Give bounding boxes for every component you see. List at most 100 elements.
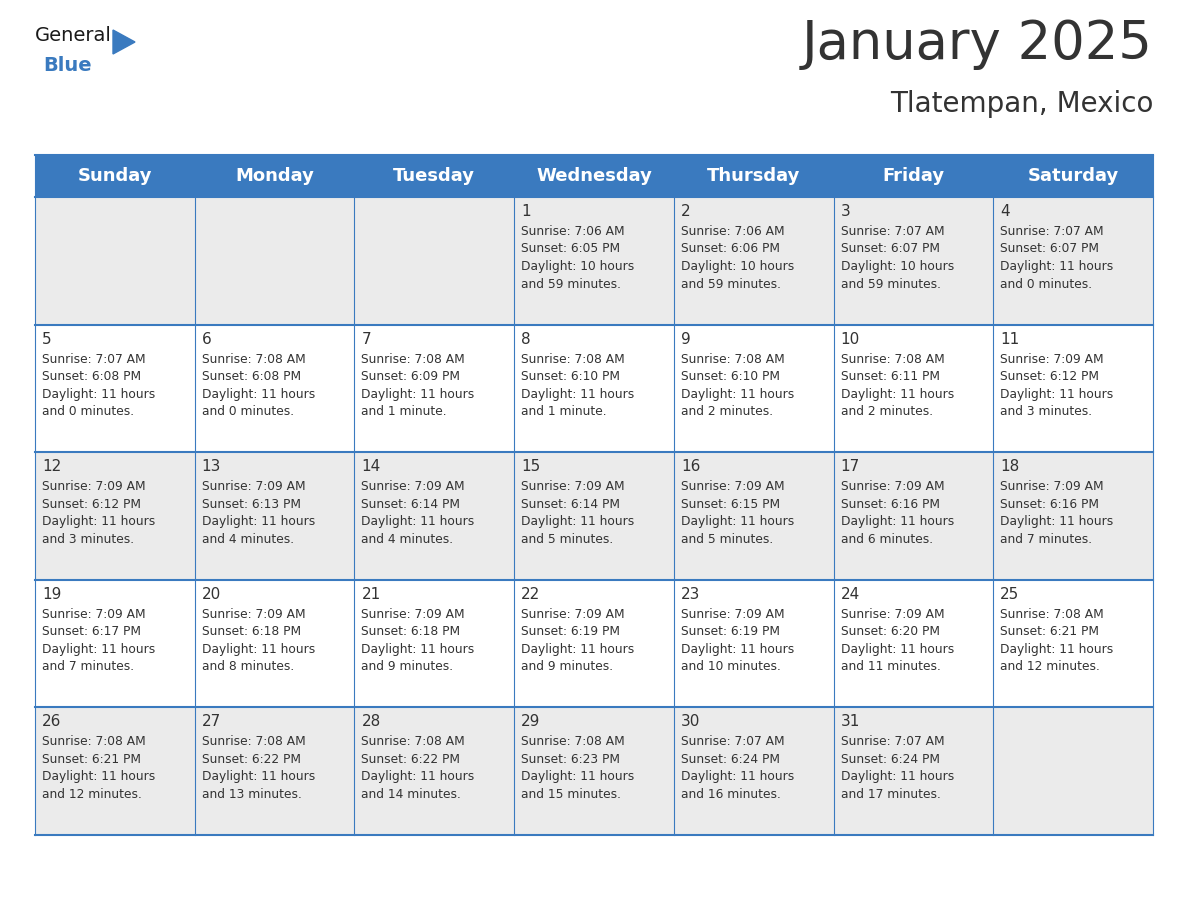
- Text: 29: 29: [522, 714, 541, 730]
- Text: 2: 2: [681, 204, 690, 219]
- Polygon shape: [113, 30, 135, 54]
- Text: 6: 6: [202, 331, 211, 347]
- Text: 25: 25: [1000, 587, 1019, 602]
- Bar: [514, 453, 674, 580]
- Text: Sunrise: 7:09 AM
Sunset: 6:17 PM
Daylight: 11 hours
and 7 minutes.: Sunrise: 7:09 AM Sunset: 6:17 PM Dayligh…: [42, 608, 156, 673]
- Text: Sunrise: 7:09 AM
Sunset: 6:13 PM
Daylight: 11 hours
and 4 minutes.: Sunrise: 7:09 AM Sunset: 6:13 PM Dayligh…: [202, 480, 315, 545]
- Bar: [34, 708, 195, 835]
- Text: 19: 19: [42, 587, 62, 602]
- Text: Sunrise: 7:06 AM
Sunset: 6:05 PM
Daylight: 10 hours
and 59 minutes.: Sunrise: 7:06 AM Sunset: 6:05 PM Dayligh…: [522, 225, 634, 290]
- Bar: [34, 155, 195, 197]
- Text: Sunrise: 7:08 AM
Sunset: 6:10 PM
Daylight: 11 hours
and 2 minutes.: Sunrise: 7:08 AM Sunset: 6:10 PM Dayligh…: [681, 353, 794, 418]
- Text: 24: 24: [841, 587, 860, 602]
- Bar: [834, 197, 993, 325]
- Bar: [195, 155, 354, 197]
- Bar: [514, 155, 674, 197]
- Text: Sunrise: 7:09 AM
Sunset: 6:14 PM
Daylight: 11 hours
and 4 minutes.: Sunrise: 7:09 AM Sunset: 6:14 PM Dayligh…: [361, 480, 475, 545]
- Text: 28: 28: [361, 714, 380, 730]
- Text: 20: 20: [202, 587, 221, 602]
- Text: 22: 22: [522, 587, 541, 602]
- Text: General: General: [34, 26, 112, 45]
- Bar: [514, 580, 674, 708]
- Bar: [993, 197, 1154, 325]
- Text: Sunrise: 7:09 AM
Sunset: 6:18 PM
Daylight: 11 hours
and 8 minutes.: Sunrise: 7:09 AM Sunset: 6:18 PM Dayligh…: [202, 608, 315, 673]
- Bar: [514, 708, 674, 835]
- Text: Sunrise: 7:07 AM
Sunset: 6:24 PM
Daylight: 11 hours
and 17 minutes.: Sunrise: 7:07 AM Sunset: 6:24 PM Dayligh…: [841, 735, 954, 800]
- Bar: [674, 325, 834, 453]
- Bar: [195, 580, 354, 708]
- Bar: [674, 580, 834, 708]
- Bar: [354, 580, 514, 708]
- Text: Sunrise: 7:08 AM
Sunset: 6:22 PM
Daylight: 11 hours
and 13 minutes.: Sunrise: 7:08 AM Sunset: 6:22 PM Dayligh…: [202, 735, 315, 800]
- Text: 26: 26: [42, 714, 62, 730]
- Bar: [354, 708, 514, 835]
- Text: Saturday: Saturday: [1028, 167, 1119, 185]
- Text: 10: 10: [841, 331, 860, 347]
- Bar: [674, 453, 834, 580]
- Bar: [834, 453, 993, 580]
- Bar: [993, 708, 1154, 835]
- Text: Sunrise: 7:08 AM
Sunset: 6:21 PM
Daylight: 11 hours
and 12 minutes.: Sunrise: 7:08 AM Sunset: 6:21 PM Dayligh…: [42, 735, 156, 800]
- Text: Tlatempan, Mexico: Tlatempan, Mexico: [890, 90, 1154, 118]
- Text: Blue: Blue: [43, 56, 91, 75]
- Text: Sunrise: 7:08 AM
Sunset: 6:11 PM
Daylight: 11 hours
and 2 minutes.: Sunrise: 7:08 AM Sunset: 6:11 PM Dayligh…: [841, 353, 954, 418]
- Bar: [34, 580, 195, 708]
- Text: Sunrise: 7:09 AM
Sunset: 6:19 PM
Daylight: 11 hours
and 10 minutes.: Sunrise: 7:09 AM Sunset: 6:19 PM Dayligh…: [681, 608, 794, 673]
- Text: Sunrise: 7:07 AM
Sunset: 6:24 PM
Daylight: 11 hours
and 16 minutes.: Sunrise: 7:07 AM Sunset: 6:24 PM Dayligh…: [681, 735, 794, 800]
- Bar: [34, 197, 195, 325]
- Bar: [354, 197, 514, 325]
- Text: Sunrise: 7:09 AM
Sunset: 6:14 PM
Daylight: 11 hours
and 5 minutes.: Sunrise: 7:09 AM Sunset: 6:14 PM Dayligh…: [522, 480, 634, 545]
- Text: January 2025: January 2025: [802, 18, 1154, 70]
- Text: Sunrise: 7:09 AM
Sunset: 6:15 PM
Daylight: 11 hours
and 5 minutes.: Sunrise: 7:09 AM Sunset: 6:15 PM Dayligh…: [681, 480, 794, 545]
- Text: 23: 23: [681, 587, 700, 602]
- Text: 8: 8: [522, 331, 531, 347]
- Text: 13: 13: [202, 459, 221, 475]
- Text: Sunrise: 7:08 AM
Sunset: 6:21 PM
Daylight: 11 hours
and 12 minutes.: Sunrise: 7:08 AM Sunset: 6:21 PM Dayligh…: [1000, 608, 1113, 673]
- Text: 3: 3: [841, 204, 851, 219]
- Text: 5: 5: [42, 331, 51, 347]
- Text: 15: 15: [522, 459, 541, 475]
- Text: Sunday: Sunday: [77, 167, 152, 185]
- Bar: [195, 453, 354, 580]
- Bar: [834, 325, 993, 453]
- Text: 4: 4: [1000, 204, 1010, 219]
- Text: Tuesday: Tuesday: [393, 167, 475, 185]
- Text: 7: 7: [361, 331, 371, 347]
- Text: Sunrise: 7:08 AM
Sunset: 6:08 PM
Daylight: 11 hours
and 0 minutes.: Sunrise: 7:08 AM Sunset: 6:08 PM Dayligh…: [202, 353, 315, 418]
- Text: 11: 11: [1000, 331, 1019, 347]
- Bar: [195, 197, 354, 325]
- Text: Sunrise: 7:08 AM
Sunset: 6:10 PM
Daylight: 11 hours
and 1 minute.: Sunrise: 7:08 AM Sunset: 6:10 PM Dayligh…: [522, 353, 634, 418]
- Text: Sunrise: 7:09 AM
Sunset: 6:18 PM
Daylight: 11 hours
and 9 minutes.: Sunrise: 7:09 AM Sunset: 6:18 PM Dayligh…: [361, 608, 475, 673]
- Bar: [993, 453, 1154, 580]
- Text: Sunrise: 7:09 AM
Sunset: 6:12 PM
Daylight: 11 hours
and 3 minutes.: Sunrise: 7:09 AM Sunset: 6:12 PM Dayligh…: [42, 480, 156, 545]
- Bar: [993, 580, 1154, 708]
- Bar: [195, 325, 354, 453]
- Bar: [354, 325, 514, 453]
- Bar: [354, 453, 514, 580]
- Bar: [514, 197, 674, 325]
- Bar: [674, 197, 834, 325]
- Text: Sunrise: 7:09 AM
Sunset: 6:19 PM
Daylight: 11 hours
and 9 minutes.: Sunrise: 7:09 AM Sunset: 6:19 PM Dayligh…: [522, 608, 634, 673]
- Text: Sunrise: 7:09 AM
Sunset: 6:16 PM
Daylight: 11 hours
and 7 minutes.: Sunrise: 7:09 AM Sunset: 6:16 PM Dayligh…: [1000, 480, 1113, 545]
- Text: Friday: Friday: [883, 167, 944, 185]
- Text: Sunrise: 7:09 AM
Sunset: 6:20 PM
Daylight: 11 hours
and 11 minutes.: Sunrise: 7:09 AM Sunset: 6:20 PM Dayligh…: [841, 608, 954, 673]
- Text: Sunrise: 7:07 AM
Sunset: 6:08 PM
Daylight: 11 hours
and 0 minutes.: Sunrise: 7:07 AM Sunset: 6:08 PM Dayligh…: [42, 353, 156, 418]
- Text: Sunrise: 7:07 AM
Sunset: 6:07 PM
Daylight: 11 hours
and 0 minutes.: Sunrise: 7:07 AM Sunset: 6:07 PM Dayligh…: [1000, 225, 1113, 290]
- Bar: [834, 708, 993, 835]
- Text: 9: 9: [681, 331, 690, 347]
- Text: Sunrise: 7:07 AM
Sunset: 6:07 PM
Daylight: 10 hours
and 59 minutes.: Sunrise: 7:07 AM Sunset: 6:07 PM Dayligh…: [841, 225, 954, 290]
- Bar: [834, 580, 993, 708]
- Text: 21: 21: [361, 587, 380, 602]
- Text: Sunrise: 7:08 AM
Sunset: 6:23 PM
Daylight: 11 hours
and 15 minutes.: Sunrise: 7:08 AM Sunset: 6:23 PM Dayligh…: [522, 735, 634, 800]
- Text: 14: 14: [361, 459, 380, 475]
- Bar: [514, 325, 674, 453]
- Text: Sunrise: 7:06 AM
Sunset: 6:06 PM
Daylight: 10 hours
and 59 minutes.: Sunrise: 7:06 AM Sunset: 6:06 PM Dayligh…: [681, 225, 794, 290]
- Text: 1: 1: [522, 204, 531, 219]
- Bar: [195, 708, 354, 835]
- Bar: [354, 155, 514, 197]
- Bar: [993, 325, 1154, 453]
- Bar: [834, 155, 993, 197]
- Text: Monday: Monday: [235, 167, 314, 185]
- Bar: [674, 708, 834, 835]
- Text: 17: 17: [841, 459, 860, 475]
